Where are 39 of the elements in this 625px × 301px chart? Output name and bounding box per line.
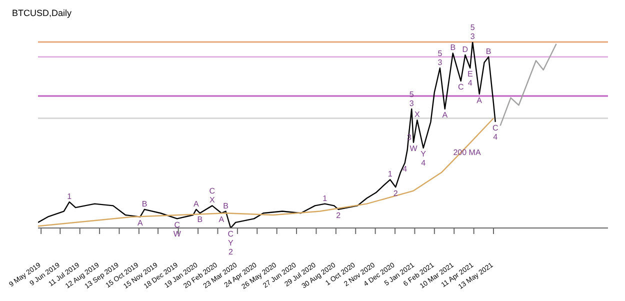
- annotation: 2: [228, 248, 234, 257]
- annotation: A: [218, 214, 225, 224]
- chart-title: BTCUSD,Daily: [12, 8, 72, 18]
- annotation: 3: [470, 32, 476, 41]
- annotation: B: [142, 199, 148, 208]
- annotation: 4: [493, 132, 498, 142]
- annotation: X: [210, 196, 216, 205]
- annotation: 2: [393, 188, 398, 198]
- annotation: B: [197, 214, 203, 224]
- annotation: 2: [336, 211, 342, 220]
- annotation: 1: [388, 170, 393, 179]
- annotation: A: [476, 96, 483, 105]
- annotation: 3: [438, 58, 443, 68]
- annotation: B: [223, 201, 228, 210]
- annotation: Y: [228, 238, 234, 248]
- annotation: C: [228, 230, 234, 239]
- annotation: C: [209, 186, 216, 196]
- annotation: B: [486, 46, 492, 56]
- annotation: C: [458, 82, 464, 92]
- annotation: C: [492, 124, 498, 133]
- annotation: A: [194, 199, 200, 208]
- annotation: 3: [409, 98, 414, 108]
- annotation: W: [410, 144, 418, 154]
- annotation: 4: [402, 164, 408, 174]
- annotation: C: [174, 220, 180, 230]
- annotation: X: [414, 110, 421, 120]
- annotation: W: [173, 229, 182, 238]
- annotation: E: [467, 70, 473, 79]
- annotation: 1: [322, 194, 328, 203]
- annotation: B: [450, 43, 456, 52]
- annotation: D: [462, 45, 468, 54]
- annotation: Y: [420, 150, 427, 159]
- annotation: 5: [470, 23, 476, 32]
- annotation: A: [442, 110, 448, 120]
- annotation: 1: [67, 192, 72, 201]
- annotation: 4: [421, 158, 426, 168]
- annotation: A: [138, 218, 144, 228]
- annotation: 5: [438, 49, 443, 58]
- annotation: 4: [468, 78, 473, 88]
